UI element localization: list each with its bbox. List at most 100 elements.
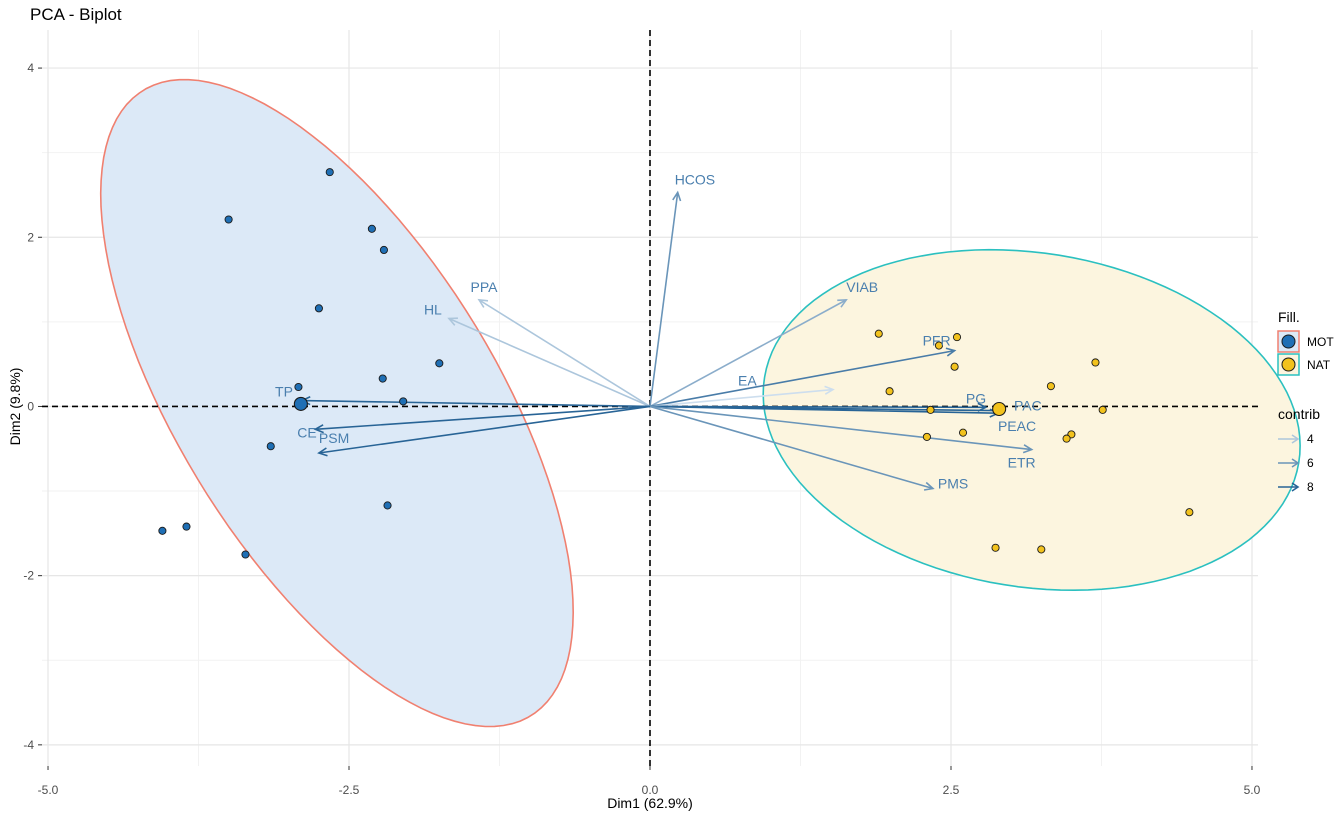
point-nat	[1098, 405, 1107, 414]
arrow-psm	[318, 405, 651, 454]
reference-lines	[42, 30, 1258, 766]
legend-marker-nat	[1281, 357, 1296, 372]
point-mot	[383, 501, 392, 510]
variable-label-hl: HL	[424, 301, 442, 317]
arrow-etr	[649, 405, 1032, 451]
point-mot	[294, 382, 303, 392]
point-mot	[325, 168, 334, 177]
y-tick-label: 0	[27, 399, 34, 413]
point-nat	[934, 341, 944, 350]
x-tick-label: 2.5	[943, 783, 960, 797]
ellipse-mot	[99, 78, 575, 728]
point-nat	[874, 329, 883, 338]
x-tick-label: -2.5	[339, 783, 360, 797]
legend-label-nat: NAT	[1307, 358, 1331, 372]
variable-label-pfr: PFR	[923, 333, 951, 349]
x-axis-title: Dim1 (62.9%)	[607, 795, 693, 811]
point-nat	[991, 543, 1000, 552]
centroid-nat	[992, 401, 1007, 417]
variable-label-pac: PAC	[1014, 398, 1042, 414]
point-nat	[885, 387, 894, 396]
variable-label-psm: PSM	[319, 430, 349, 446]
arrowhead-ea	[824, 385, 835, 395]
legend-contrib-arrowhead	[1291, 482, 1300, 492]
point-nat	[952, 333, 962, 342]
variable-label-peac: PEAC	[998, 418, 1036, 434]
arrowhead-ce	[313, 424, 324, 434]
arrow-pms	[649, 405, 934, 490]
axes: -5.0 -2.5 0.0 2.5 5.0 -4 -2 0 2 4	[23, 61, 1260, 797]
arrow-ppa	[478, 299, 651, 408]
arrowhead-hl	[447, 317, 458, 326]
y-tick-label: -4	[23, 738, 34, 752]
x-tick-label: -5.0	[38, 783, 59, 797]
arrowhead-psm	[317, 447, 328, 457]
point-mot	[182, 522, 191, 531]
variable-labels: HCOS VIAB PPA HL PFR EA PG PAC PEAC ETR PMS TP CE PSM	[275, 171, 1042, 491]
point-nat	[958, 428, 968, 437]
y-axis-title: Dim2 (9.8%)	[7, 368, 23, 446]
arrowhead-pfr	[945, 347, 957, 357]
variable-label-etr: ETR	[1008, 455, 1036, 471]
legend-label-mot: MOT	[1307, 335, 1334, 349]
variable-label-viab: VIAB	[846, 279, 878, 295]
legend-contrib-label: 8	[1307, 480, 1314, 494]
arrow-peac	[649, 405, 998, 415]
legend-contrib-arrowhead	[1291, 434, 1300, 444]
point-nat	[926, 405, 935, 414]
x-tick-label: 0.0	[642, 783, 659, 797]
ellipse-nat	[762, 248, 1301, 592]
y-tick-label: 4	[27, 61, 34, 75]
variable-label-hcos: HCOS	[675, 171, 715, 187]
variable-label-ppa: PPA	[471, 279, 499, 295]
point-mot	[367, 224, 376, 233]
arrow-ce	[315, 405, 651, 431]
variable-label-ea: EA	[738, 373, 757, 389]
point-nat	[1046, 382, 1055, 391]
point-nat	[1091, 358, 1100, 367]
arrow-ea	[649, 388, 834, 408]
arrow-viab	[649, 299, 847, 408]
point-mot	[314, 304, 323, 313]
legend: Fill. MOT NAT contrib 4 6 8	[1277, 309, 1334, 494]
variable-label-tp: TP	[275, 384, 293, 400]
arrowhead-hcos	[672, 190, 682, 202]
variable-arrows	[300, 190, 1034, 491]
legend-contrib-label: 6	[1307, 456, 1314, 470]
point-nat	[922, 432, 931, 441]
point-mot	[224, 215, 233, 224]
variable-label-pms: PMS	[938, 476, 968, 492]
confidence-ellipses	[99, 78, 1301, 728]
point-nat	[1185, 508, 1194, 517]
point-nat	[1037, 545, 1046, 554]
point-mot	[378, 374, 387, 383]
x-tick-label: 5.0	[1244, 783, 1261, 797]
arrowhead-etr	[1022, 444, 1034, 454]
point-mot	[379, 245, 388, 255]
point-nat	[1062, 434, 1071, 443]
individual-points	[158, 168, 1194, 559]
point-mot	[241, 550, 250, 559]
variable-label-ce: CE	[297, 424, 316, 440]
point-mot	[435, 359, 444, 368]
point-nat	[950, 362, 959, 371]
legend-contrib-label: 4	[1307, 432, 1314, 446]
arrow-tp	[302, 399, 651, 408]
point-mot	[158, 526, 167, 535]
legend-fill-title: Fill.	[1278, 309, 1300, 325]
arrow-hl	[448, 317, 651, 408]
arrow-pfr	[649, 349, 955, 408]
arrowhead-pms	[923, 481, 935, 491]
y-tick-label: 2	[27, 230, 34, 244]
point-mot	[399, 397, 408, 406]
legend-marker-mot	[1281, 334, 1296, 349]
legend-contrib-arrowhead	[1291, 458, 1300, 468]
arrowhead-viab	[837, 298, 848, 308]
y-tick-label: -2	[23, 569, 34, 583]
arrowhead-ppa	[477, 298, 489, 308]
centroid-mot	[293, 396, 308, 411]
point-mot	[266, 442, 275, 451]
chart-title: PCA - Biplot	[30, 5, 122, 24]
legend-contrib-title: contrib	[1278, 406, 1320, 422]
